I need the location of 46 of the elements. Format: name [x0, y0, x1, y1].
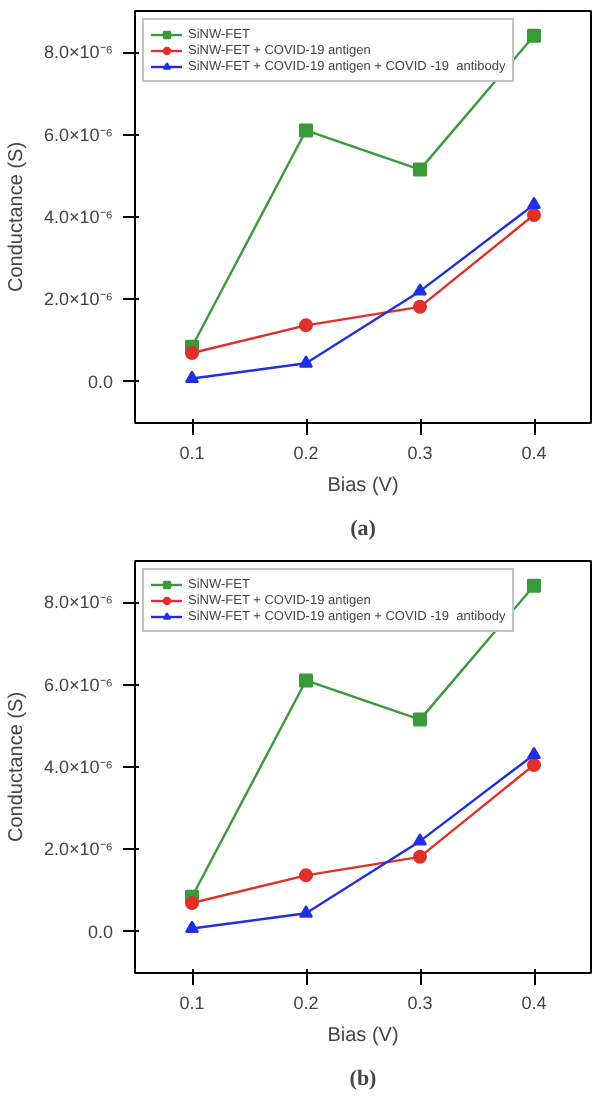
y-tick-label: 4.0×10⁻⁶ — [44, 207, 114, 227]
x-tick-label: 0.1 — [179, 443, 205, 463]
point — [527, 746, 541, 760]
point — [185, 895, 199, 910]
text: (a) — [350, 517, 377, 541]
point — [299, 318, 313, 333]
y-tick-label: 0.0 — [87, 921, 114, 942]
point — [299, 673, 313, 688]
point — [527, 196, 541, 210]
point — [413, 162, 427, 177]
y-tick-label: 6.0×10⁻⁶ — [44, 674, 114, 695]
point — [185, 370, 199, 383]
x-tick-label: 0.2 — [293, 443, 319, 463]
point — [413, 299, 427, 314]
point — [299, 868, 313, 883]
y-axis-title: Conductance (S) — [6, 691, 29, 843]
y-tick-label: 8.0×10⁻⁶ — [44, 592, 114, 613]
point — [299, 905, 313, 918]
x-tick-label: 0.4 — [521, 443, 547, 463]
y-tick-label: 6.0×10⁻⁶ — [44, 124, 114, 145]
point — [413, 712, 427, 727]
y-axis-title: Conductance (S) — [6, 141, 29, 293]
x-tick-label: 0.3 — [407, 993, 433, 1013]
x-tick-label: 0.3 — [407, 443, 433, 463]
text: (b) — [349, 1067, 378, 1091]
x-axis-title: Bias (V) — [327, 475, 399, 497]
point — [413, 833, 427, 846]
x-tick-label: 0.2 — [293, 993, 319, 1013]
point — [299, 355, 313, 368]
point — [527, 578, 541, 593]
y-tick-label: 4.0×10⁻⁶ — [44, 757, 114, 777]
y-tick-label: 2.0×10⁻⁶ — [44, 289, 114, 310]
point — [527, 28, 541, 43]
point — [299, 123, 313, 138]
point — [413, 849, 427, 864]
x-tick-label: 0.1 — [179, 993, 205, 1013]
y-tick-label: 0.0 — [87, 371, 114, 392]
point — [185, 920, 199, 933]
point — [185, 345, 199, 360]
x-axis-title: Bias (V) — [327, 1025, 399, 1047]
point — [527, 757, 541, 772]
y-tick-label: 2.0×10⁻⁶ — [44, 839, 114, 860]
point — [413, 283, 427, 296]
y-tick-label: 8.0×10⁻⁶ — [44, 42, 114, 63]
x-tick-label: 0.4 — [521, 993, 547, 1013]
point — [527, 207, 541, 222]
